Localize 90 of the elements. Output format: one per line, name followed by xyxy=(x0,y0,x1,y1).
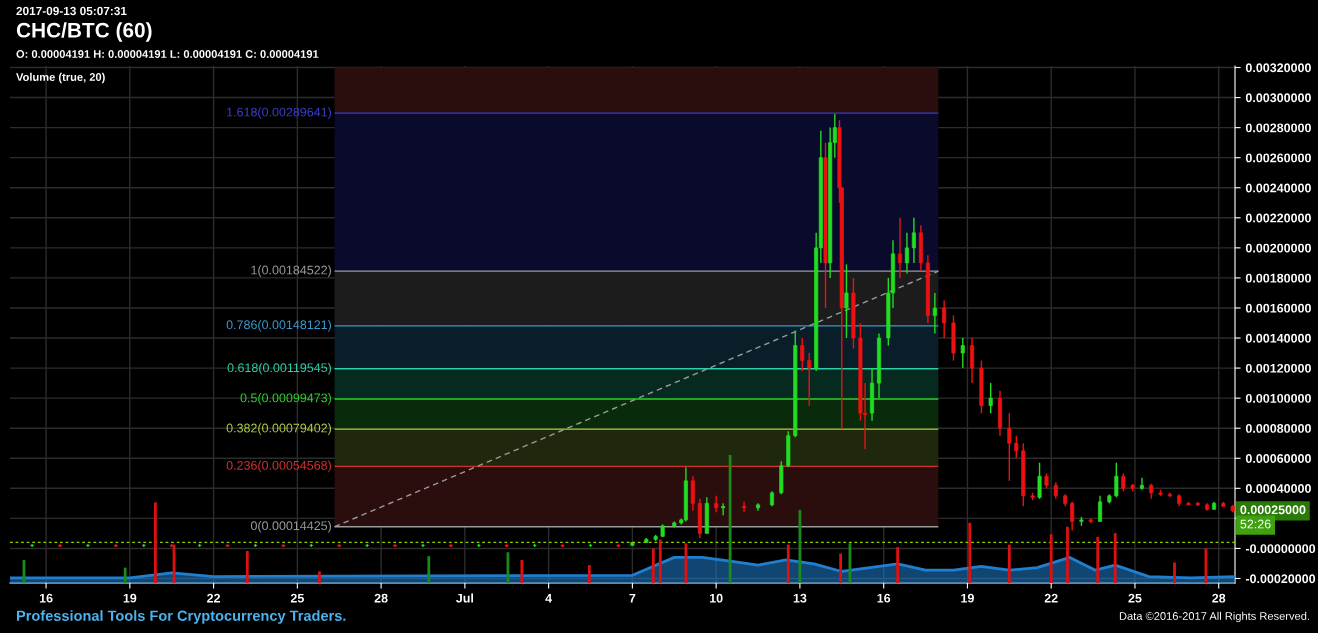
candlestick xyxy=(942,299,947,339)
candlestick xyxy=(1037,462,1042,500)
y-tick-label: -0.00020000 xyxy=(1245,574,1316,584)
y-tick-label: 0.00140000 xyxy=(1245,333,1311,343)
y-tick-label: 0.00060000 xyxy=(1245,454,1311,463)
x-tick-label: 7 xyxy=(629,593,636,603)
y-tick-label: 0.00260000 xyxy=(1245,153,1311,163)
candlestick xyxy=(690,475,695,512)
candlestick xyxy=(960,337,965,369)
bar xyxy=(154,502,157,583)
x-tick-label: 19 xyxy=(961,593,974,603)
bar xyxy=(896,547,900,583)
y-tick-label: 0.00300000 xyxy=(1245,93,1311,103)
x-tick-label: 28 xyxy=(1212,593,1226,603)
bar xyxy=(1007,544,1011,583)
x-tick-label: 4 xyxy=(545,593,553,603)
candlestick xyxy=(807,352,812,407)
x-tick-label: 28 xyxy=(374,593,388,603)
bar xyxy=(786,544,790,583)
ref-line-label: 0.236(0.00054568) xyxy=(226,460,332,473)
bar xyxy=(1066,526,1069,583)
x-tick-label: Jul xyxy=(456,593,474,603)
x-tick-label: 25 xyxy=(1128,593,1142,603)
bar xyxy=(839,553,843,583)
text: 52:26 xyxy=(1240,519,1271,529)
candlestick xyxy=(1014,435,1019,459)
candlestick xyxy=(988,382,993,414)
ref-line-label: 0.618(0.00119545) xyxy=(227,362,332,375)
candlestick xyxy=(800,337,805,372)
text: 2017-09-13 05:07:31 xyxy=(16,6,127,16)
candlestick xyxy=(1121,472,1126,493)
ref-line-label: 0.786(0.00148121) xyxy=(226,319,332,332)
bar xyxy=(123,567,127,583)
candlestick xyxy=(742,501,747,514)
x-tick-label: 25 xyxy=(290,593,304,603)
bar xyxy=(728,455,732,583)
x-tick-label: 19 xyxy=(123,593,137,603)
y-tick-label: 0.00040000 xyxy=(1245,484,1311,493)
y-tick-label: -0.00000000 xyxy=(1245,544,1316,554)
candlestick xyxy=(1114,462,1119,499)
candlestick xyxy=(904,232,909,275)
bar xyxy=(245,551,249,583)
candlestick xyxy=(1098,495,1103,523)
ref-line-label: 0(0.00014425) xyxy=(250,520,332,533)
ref-line-label: 0.5(0.00099473) xyxy=(240,393,332,405)
candlestick xyxy=(721,502,726,517)
candlestick xyxy=(970,337,975,384)
text: Professional Tools For Cryptocurrency Traders. xyxy=(16,610,346,624)
candlestick xyxy=(897,217,902,279)
ref-line-label: 1.618(0.00289641) xyxy=(227,107,332,119)
bar xyxy=(968,522,972,583)
x-tick-label: 22 xyxy=(1044,593,1058,603)
annotation: Volume (true, 20) xyxy=(16,72,105,84)
candlestick xyxy=(1139,477,1144,491)
bar xyxy=(1113,533,1117,583)
x-tick-label: 13 xyxy=(793,593,807,603)
y-tick-label: 0.00200000 xyxy=(1245,243,1311,253)
x-tick-label: 16 xyxy=(39,593,53,603)
chart-subtitle: O: 0.00004191 H: 0.00004191 L: 0.00004191 C: 0.00004191 xyxy=(16,50,319,58)
y-tick-label: 0.00180000 xyxy=(1245,273,1311,283)
y-tick-label: 0.00120000 xyxy=(1245,363,1311,373)
x-tick-label: 10 xyxy=(709,593,723,603)
y-tick-label: 0.00280000 xyxy=(1245,123,1311,133)
bar xyxy=(427,556,431,583)
candlestick xyxy=(911,217,916,264)
bar xyxy=(318,571,321,583)
x-tick-label: 22 xyxy=(207,593,221,603)
y-tick-label: 0.00240000 xyxy=(1245,183,1311,193)
x-tick-label: 16 xyxy=(877,593,891,603)
bar xyxy=(1096,536,1100,583)
annotation: 0.00025000 xyxy=(1240,505,1306,515)
candlestick xyxy=(844,263,849,339)
y-tick-label: 0.00080000 xyxy=(1245,424,1311,433)
y-tick-label: 0.00160000 xyxy=(1245,303,1311,313)
y-tick-label: 0.00320000 xyxy=(1245,63,1311,73)
bar xyxy=(651,548,655,583)
candlestick xyxy=(932,292,937,335)
candlestick xyxy=(1070,501,1075,532)
bar xyxy=(1049,534,1053,583)
ref-line-label: 0.382(0.00079402) xyxy=(226,423,332,435)
y-tick-label: 0.00100000 xyxy=(1245,393,1311,403)
chart-title: CHC/BTC (60) xyxy=(16,22,152,42)
bar xyxy=(658,539,662,583)
candlestick xyxy=(1007,412,1012,482)
bar xyxy=(520,559,524,583)
ref-line-label: 1(0.00184522) xyxy=(251,265,332,277)
bar xyxy=(1173,562,1176,583)
text: Data ©2016-2017 All Rights Reserved. xyxy=(1119,611,1309,623)
bar xyxy=(587,565,591,583)
y-tick-label: 0.00220000 xyxy=(1245,213,1311,223)
